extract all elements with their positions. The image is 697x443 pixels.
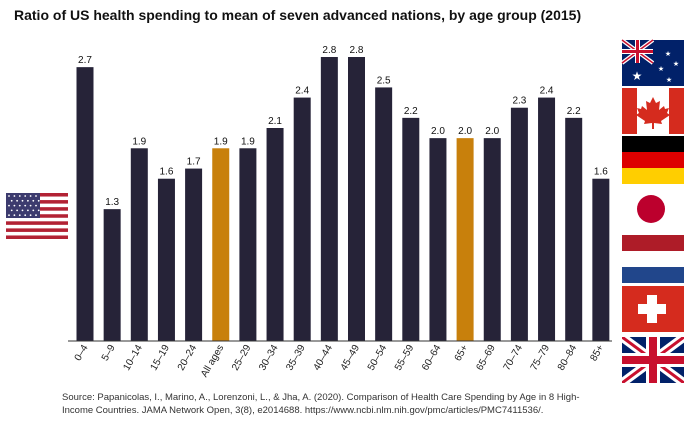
bar-75–79 bbox=[538, 97, 556, 341]
x-tick-label: 15–19 bbox=[149, 343, 173, 373]
value-label: 1.9 bbox=[214, 136, 228, 147]
bar-5–9 bbox=[103, 209, 121, 341]
svg-text:★: ★ bbox=[673, 60, 679, 68]
japan-flag bbox=[622, 186, 684, 232]
united-states-flag bbox=[6, 193, 68, 239]
bar-80–84 bbox=[565, 117, 583, 341]
value-label: 2.5 bbox=[377, 75, 391, 86]
bar-15–19 bbox=[157, 178, 175, 341]
x-tick-label: 80–84 bbox=[556, 343, 580, 373]
bar-65+ bbox=[456, 138, 474, 341]
bar-45–49 bbox=[348, 57, 365, 341]
value-label: 2.4 bbox=[540, 86, 554, 97]
bar-10–14 bbox=[130, 148, 148, 341]
value-label: 2.8 bbox=[350, 45, 364, 56]
bar-65–69 bbox=[483, 138, 501, 341]
germany-flag bbox=[622, 136, 684, 184]
value-label: 2.0 bbox=[458, 126, 472, 137]
x-tick-label: 85+ bbox=[588, 343, 606, 363]
source-citation: Source: Papanicolas, I., Marino, A., Lor… bbox=[62, 391, 672, 417]
x-tick-label: 0–4 bbox=[73, 343, 91, 363]
x-tick-label: 25–29 bbox=[230, 343, 254, 373]
x-tick-label: 35–39 bbox=[284, 343, 308, 373]
value-label: 1.9 bbox=[241, 136, 255, 147]
x-tick-label: 50–54 bbox=[366, 343, 390, 373]
value-label: 1.6 bbox=[594, 167, 608, 178]
bar-55–59 bbox=[402, 117, 420, 341]
value-label: 2.0 bbox=[485, 126, 499, 137]
value-label: 2.7 bbox=[78, 55, 92, 66]
bar-70–74 bbox=[510, 107, 528, 341]
bar-25–29 bbox=[239, 148, 257, 341]
svg-text:★: ★ bbox=[632, 69, 643, 83]
bar-0–4 bbox=[76, 67, 94, 342]
x-tick-label: 20–24 bbox=[176, 343, 200, 373]
value-label: 2.2 bbox=[404, 106, 418, 117]
bar-chart: 2.7 1.3 1.9 1.6 1.7 1.9 1.9 2.1 2.4 2.8 2.8 2.5 2.2 2… bbox=[6, 38, 684, 383]
x-tick-label: 75–79 bbox=[529, 343, 553, 373]
value-label: 1.9 bbox=[132, 136, 146, 147]
value-label: 1.6 bbox=[159, 167, 173, 178]
bar-60–64 bbox=[429, 138, 447, 341]
x-tick-label: All ages bbox=[199, 343, 226, 379]
value-label: 2.3 bbox=[512, 96, 526, 107]
australia-flag: ★ ★ ★ ★ ★ bbox=[620, 38, 684, 86]
canada-flag bbox=[622, 88, 684, 134]
x-tick-label: 55–59 bbox=[393, 343, 417, 373]
bar-All ages bbox=[212, 148, 230, 341]
switzerland-flag bbox=[622, 286, 684, 332]
bar-50–54 bbox=[375, 87, 393, 341]
chart-title: Ratio of US health spending to mean of s… bbox=[14, 7, 582, 23]
svg-text:★: ★ bbox=[666, 76, 672, 84]
value-label: 2.8 bbox=[322, 45, 336, 56]
source-line-1: Source: Papanicolas, I., Marino, A., Lor… bbox=[62, 392, 580, 403]
bar-30–34 bbox=[266, 128, 284, 341]
bar-35–39 bbox=[293, 97, 311, 341]
x-tick-label: 65+ bbox=[453, 343, 471, 363]
value-label: 2.4 bbox=[295, 86, 309, 97]
bar-85+ bbox=[592, 178, 610, 341]
x-tick-label: 5–9 bbox=[100, 343, 118, 363]
value-label: 2.0 bbox=[431, 126, 445, 137]
x-tick-label: 10–14 bbox=[121, 343, 145, 373]
x-tick-labels: 0–4 5–9 10–14 15–19 20–24 All ages 25–29 30–34 3… bbox=[73, 343, 607, 380]
netherlands-flag bbox=[622, 235, 684, 283]
x-tick-label: 40–44 bbox=[312, 343, 336, 373]
x-tick-label: 65–69 bbox=[474, 343, 498, 373]
bars-group bbox=[76, 57, 610, 342]
value-label: 1.7 bbox=[187, 157, 201, 168]
source-line-2: Income Countries. JAMA Network Open, 3(8… bbox=[62, 405, 544, 416]
value-label: 1.3 bbox=[105, 197, 119, 208]
x-tick-label: 70–74 bbox=[502, 343, 526, 373]
x-tick-label: 45–49 bbox=[339, 343, 363, 373]
x-tick-label: 60–64 bbox=[420, 343, 444, 373]
value-label: 2.2 bbox=[567, 106, 581, 117]
svg-text:★: ★ bbox=[665, 50, 671, 58]
bar-20–24 bbox=[185, 168, 203, 341]
x-tick-label: 30–34 bbox=[257, 343, 281, 373]
svg-text:★: ★ bbox=[658, 65, 664, 73]
united-kingdom-flag bbox=[622, 337, 684, 383]
value-labels-group: 2.7 1.3 1.9 1.6 1.7 1.9 1.9 2.1 2.4 2.8 2.8 2.5 2.2 2… bbox=[78, 45, 608, 208]
bar-40–44 bbox=[320, 57, 338, 341]
value-label: 2.1 bbox=[268, 116, 282, 127]
